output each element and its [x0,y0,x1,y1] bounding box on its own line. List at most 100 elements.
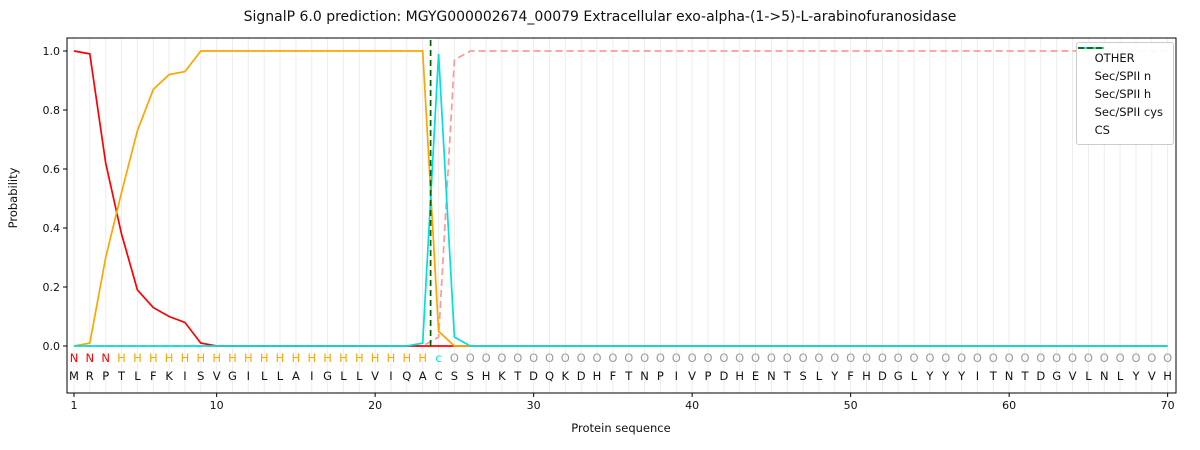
residue-letter: T [783,369,792,383]
residue-letter: V [1069,369,1077,383]
region-label: c [435,351,441,365]
region-label: H [323,351,332,365]
residue-letter: I [675,369,678,383]
x-tick-label: 40 [685,399,699,412]
residue-letter: M [69,369,79,383]
residue-letter: D [719,369,728,383]
region-label: H [149,351,158,365]
residue-letter: A [292,369,300,383]
region-label: H [339,351,348,365]
region-label: O [545,351,554,365]
region-label: N [70,351,79,365]
residue-letter: L [261,369,268,383]
residue-letter: K [562,369,570,383]
residue-letter: I [310,369,313,383]
legend-item-label: Sec/SPII n [1094,68,1152,83]
region-label: O [561,351,570,365]
residue-letter: C [435,369,443,383]
region-label: H [133,351,142,365]
residue-letter: Y [1131,369,1140,383]
residue-letter: L [816,369,823,383]
legend-item: CS [1077,47,1163,137]
region-label: H [181,351,190,365]
series-line-sec-spii-cys [74,53,1168,347]
residue-letter: L [911,369,918,383]
x-tick-label: 10 [210,399,224,412]
region-label: O [957,351,966,365]
series-line-sec-spii-h [73,50,1168,347]
region-label: O [672,351,681,365]
residue-letter: S [197,369,204,383]
residue-letter: K [165,369,173,383]
residue-letter: F [150,369,157,383]
y-tick-label: 0.2 [43,281,61,294]
legend-item: Sec/SPII h [1077,47,1163,101]
residue-letter: I [247,369,250,383]
chart-title: SignalP 6.0 prediction: MGYG000002674_00… [243,9,957,25]
region-label: O [846,351,855,365]
residue-letter: I [183,369,186,383]
region-label: O [1116,351,1125,365]
residue-letter: D [577,369,586,383]
residue-letter: L [134,369,141,383]
region-label: H [418,351,427,365]
region-label: H [165,351,174,365]
residue-letter: L [1117,369,1124,383]
series-line-sec-spii-n [73,50,1168,347]
region-label: O [624,351,633,365]
region-label: H [387,351,396,365]
region-label: O [878,351,887,365]
residue-letter: L [1085,369,1092,383]
residue-letter: S [799,369,806,383]
residue-letter: P [102,369,109,383]
region-label: O [925,351,934,365]
x-tick-label: 70 [1161,399,1175,412]
y-tick-label: 0.0 [43,340,61,353]
residue-letter: V [1148,369,1156,383]
region-label: H [402,351,411,365]
residue-letter: N [640,369,649,383]
region-label: O [592,351,601,365]
y-tick-label: 1.0 [43,45,61,58]
residue-letter: L [356,369,363,383]
legend-item-label: CS [1094,122,1110,137]
legend-item-label: Sec/SPII h [1094,86,1152,101]
residue-letter: R [86,369,94,383]
region-label: H [371,351,380,365]
residue-letter: Q [545,369,554,383]
region-label: O [1100,351,1109,365]
region-label: O [1052,351,1061,365]
plot-layer: 0.00.20.40.60.81.01 10 20 30 40 50 60 70N N N H H H H… [43,37,1177,412]
residue-letter: H [482,369,491,383]
legend: OTHER Sec/SPII n Sec/SPII h Sec/SPII cys CS [1075,42,1174,145]
region-label: O [973,351,982,365]
x-tick-label: 50 [844,399,858,412]
residue-letter: N [1100,369,1109,383]
legend-item: Sec/SPII cys [1077,47,1163,119]
region-label: O [814,351,823,365]
y-tick-label: 0.6 [43,163,61,176]
region-label: O [989,351,998,365]
region-label: O [767,351,776,365]
residue-letter: Y [957,369,966,383]
region-label: O [909,351,918,365]
residue-letter: G [228,369,237,383]
residue-letter: T [989,369,998,383]
residue-letter: L [340,369,347,383]
region-label: O [941,351,950,365]
y-tick-label: 0.4 [43,222,61,235]
residue-letter: S [467,369,474,383]
x-tick-label: 1 [71,399,78,412]
region-label: H [228,351,237,365]
x-tick-label: 60 [1002,399,1016,412]
region-label: O [640,351,649,365]
region-label: O [1036,351,1045,365]
region-label: H [196,351,205,365]
residue-letter: Y [925,369,934,383]
legend-item: Sec/SPII n [1077,47,1163,83]
region-label: O [482,351,491,365]
legend-line-swatch [1077,47,1104,49]
region-label: O [830,351,839,365]
residue-letter: D [878,369,887,383]
residue-letter: I [389,369,392,383]
